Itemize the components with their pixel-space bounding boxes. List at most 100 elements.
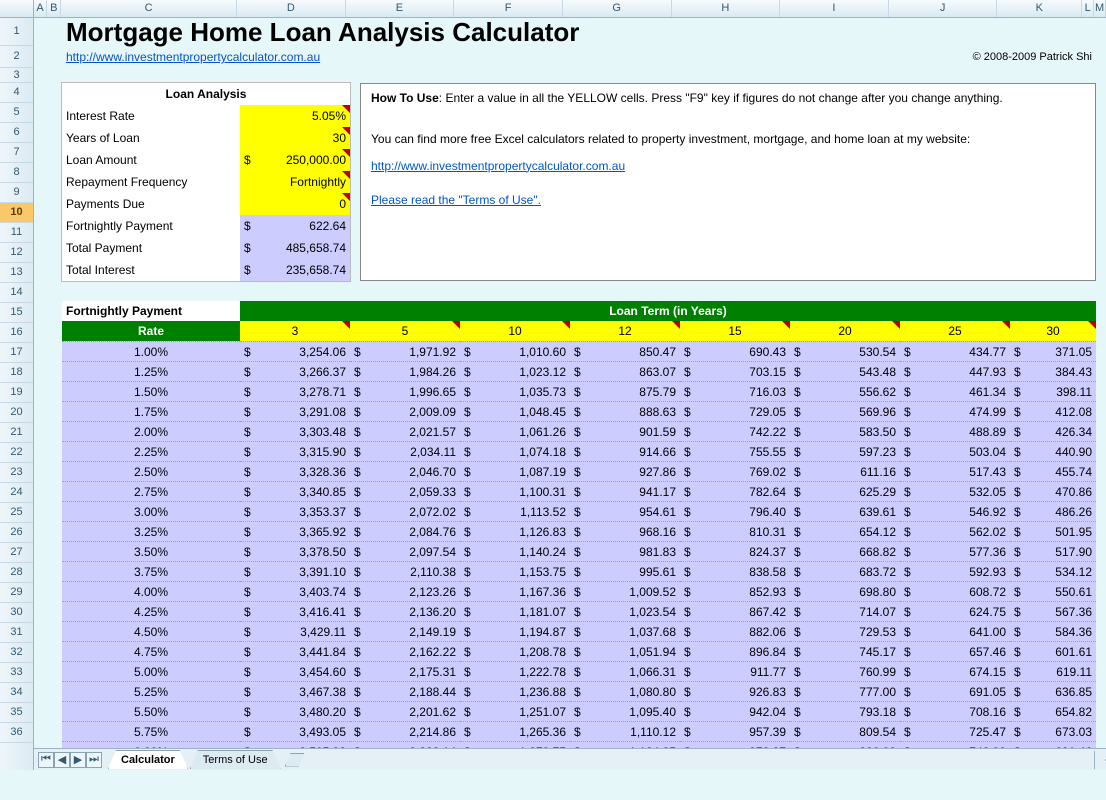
term-20[interactable]: 20	[790, 321, 900, 341]
hscroll-left-icon[interactable]	[1094, 751, 1106, 769]
row-25[interactable]: 25	[0, 503, 33, 523]
val-5-1: $2,034.11	[350, 441, 460, 461]
col-M[interactable]: M	[1094, 0, 1106, 17]
col-B[interactable]: B	[47, 0, 61, 17]
row-26[interactable]: 26	[0, 523, 33, 543]
col-L[interactable]: L	[1082, 0, 1094, 17]
col-G[interactable]: G	[563, 0, 672, 17]
row-31[interactable]: 31	[0, 623, 33, 643]
term-5[interactable]: 5	[350, 321, 460, 341]
rate-9: 3.25%	[62, 521, 240, 541]
val-9-7: $501.95	[1010, 521, 1096, 541]
row-18[interactable]: 18	[0, 363, 33, 383]
row-9[interactable]: 9	[0, 183, 33, 203]
val-7-3: $941.17	[570, 481, 680, 501]
tab-terms-of-use[interactable]: Terms of Use	[190, 750, 281, 769]
row-8[interactable]: 8	[0, 163, 33, 183]
next-sheet-button[interactable]: ▶	[70, 752, 86, 768]
row-14[interactable]: 14	[0, 283, 33, 303]
val-1-5: $543.48	[790, 361, 900, 381]
row-32[interactable]: 32	[0, 643, 33, 663]
loan-analysis-header: Loan Analysis	[62, 83, 350, 105]
row-6[interactable]: 6	[0, 123, 33, 143]
row-21[interactable]: 21	[0, 423, 33, 443]
row-29[interactable]: 29	[0, 583, 33, 603]
row-24[interactable]: 24	[0, 483, 33, 503]
val-18-3: $1,095.40	[570, 701, 680, 721]
row-19[interactable]: 19	[0, 383, 33, 403]
la-value-0[interactable]: 5.05%	[240, 105, 350, 127]
val-15-6: $657.46	[900, 641, 1010, 661]
la-value-2[interactable]: $250,000.00	[240, 149, 350, 171]
row-27[interactable]: 27	[0, 543, 33, 563]
la-value-3[interactable]: Fortnightly	[240, 171, 350, 193]
col-F[interactable]: F	[454, 0, 563, 17]
col-A[interactable]: A	[34, 0, 48, 17]
val-9-1: $2,084.76	[350, 521, 460, 541]
row-11[interactable]: 11	[0, 223, 33, 243]
row-12[interactable]: 12	[0, 243, 33, 263]
first-sheet-button[interactable]: ⏮	[38, 752, 54, 768]
last-sheet-button[interactable]: ⏭	[86, 752, 102, 768]
top-website-link[interactable]: http://www.investmentpropertycalculator.…	[66, 50, 320, 64]
la-value-1[interactable]: 30	[240, 127, 350, 149]
val-13-1: $2,136.20	[350, 601, 460, 621]
row-36[interactable]: 36	[0, 723, 33, 743]
la-value-4[interactable]: 0	[240, 193, 350, 215]
prev-sheet-button[interactable]: ◀	[54, 752, 70, 768]
tab-calculator[interactable]: Calculator	[108, 750, 188, 769]
row-4[interactable]: 4	[0, 83, 33, 103]
val-4-1: $2,021.57	[350, 421, 460, 441]
rate-11: 3.75%	[62, 561, 240, 581]
rate-3: 1.75%	[62, 401, 240, 421]
new-sheet-button[interactable]	[285, 753, 305, 767]
row-30[interactable]: 30	[0, 603, 33, 623]
term-12[interactable]: 12	[570, 321, 680, 341]
col-K[interactable]: K	[997, 0, 1082, 17]
terms-of-use-link[interactable]: Please read the "Terms of Use".	[371, 193, 541, 207]
select-all-corner[interactable]	[0, 0, 34, 17]
row-17[interactable]: 17	[0, 343, 33, 363]
row-15[interactable]: 15	[0, 303, 33, 323]
row-1[interactable]: 1	[0, 18, 33, 46]
col-C[interactable]: C	[61, 0, 237, 17]
rate-14: 4.50%	[62, 621, 240, 641]
term-3[interactable]: 3	[240, 321, 350, 341]
term-30[interactable]: 30	[1010, 321, 1096, 341]
val-14-4: $882.06	[680, 621, 790, 641]
row-2[interactable]: 2	[0, 46, 33, 68]
row-13[interactable]: 13	[0, 263, 33, 283]
row-34[interactable]: 34	[0, 683, 33, 703]
val-13-6: $624.75	[900, 601, 1010, 621]
term-10[interactable]: 10	[460, 321, 570, 341]
row-33[interactable]: 33	[0, 663, 33, 683]
row-3[interactable]: 3	[0, 68, 33, 83]
val-8-5: $639.61	[790, 501, 900, 521]
col-H[interactable]: H	[672, 0, 781, 17]
val-17-3: $1,080.80	[570, 681, 680, 701]
val-1-7: $384.43	[1010, 361, 1096, 381]
val-18-1: $2,201.62	[350, 701, 460, 721]
row-5[interactable]: 5	[0, 103, 33, 123]
val-12-4: $852.93	[680, 581, 790, 601]
val-17-6: $691.05	[900, 681, 1010, 701]
row-23[interactable]: 23	[0, 463, 33, 483]
row-10[interactable]: 10	[0, 203, 33, 223]
val-13-2: $1,181.07	[460, 601, 570, 621]
howto-website-link[interactable]: http://www.investmentpropertycalculator.…	[371, 159, 625, 173]
val-4-6: $488.89	[900, 421, 1010, 441]
col-E[interactable]: E	[346, 0, 455, 17]
row-7[interactable]: 7	[0, 143, 33, 163]
row-35[interactable]: 35	[0, 703, 33, 723]
worksheet-grid[interactable]: Mortgage Home Loan Analysis Calculator h…	[34, 18, 1106, 770]
val-19-0: $3,493.05	[240, 721, 350, 741]
row-28[interactable]: 28	[0, 563, 33, 583]
term-25[interactable]: 25	[900, 321, 1010, 341]
row-22[interactable]: 22	[0, 443, 33, 463]
row-20[interactable]: 20	[0, 403, 33, 423]
row-16[interactable]: 16	[0, 323, 33, 343]
col-J[interactable]: J	[889, 0, 998, 17]
col-D[interactable]: D	[237, 0, 346, 17]
term-15[interactable]: 15	[680, 321, 790, 341]
col-I[interactable]: I	[780, 0, 889, 17]
